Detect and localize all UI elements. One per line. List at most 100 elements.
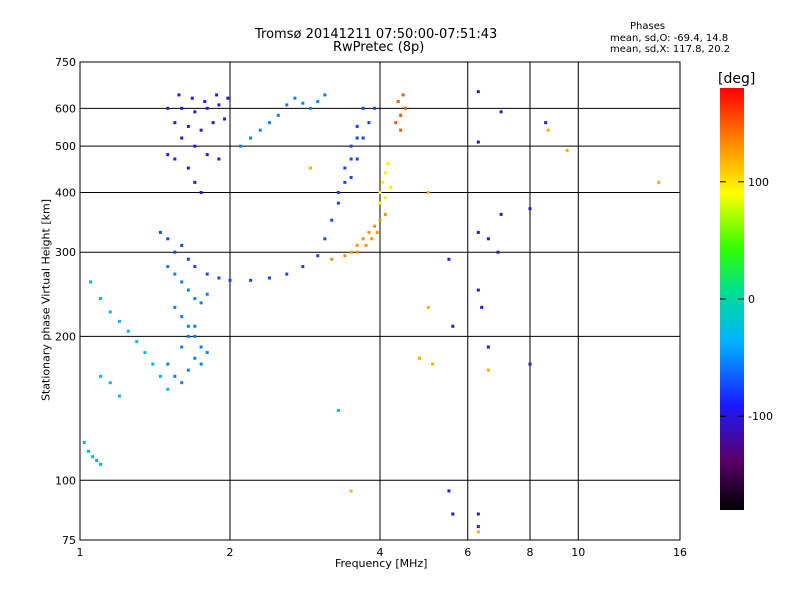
data-point — [89, 280, 93, 284]
data-point — [108, 310, 112, 314]
phases-x-stats: mean, sd,X: 117.8, 20.2 — [610, 44, 731, 55]
x-tick-label: 4 — [377, 546, 384, 559]
data-point — [486, 368, 490, 372]
data-point — [323, 237, 327, 241]
data-point — [403, 106, 407, 110]
data-point — [496, 250, 500, 254]
data-point — [301, 101, 305, 105]
data-point — [82, 440, 86, 444]
y-tick-label: 500 — [55, 140, 76, 153]
data-point — [399, 128, 403, 132]
data-point — [267, 276, 271, 280]
data-point — [361, 136, 365, 140]
data-point — [239, 144, 243, 148]
data-point — [99, 297, 103, 301]
data-point — [199, 190, 203, 194]
y-tick-labels: 75 100 200 300 400 500 600 750 — [55, 56, 76, 547]
data-point — [330, 257, 334, 261]
data-point — [180, 136, 184, 140]
data-point — [217, 157, 221, 161]
data-point — [426, 305, 430, 309]
data-point — [173, 374, 177, 378]
data-point — [373, 106, 377, 110]
data-point — [378, 190, 382, 194]
data-point — [166, 106, 170, 110]
data-point — [383, 196, 387, 200]
data-point — [186, 166, 190, 170]
data-point — [203, 100, 207, 104]
data-point — [301, 265, 305, 269]
data-point — [451, 324, 455, 328]
data-point — [349, 175, 353, 179]
data-point — [186, 288, 190, 292]
data-point — [193, 334, 197, 338]
y-tick-label: 200 — [55, 330, 76, 343]
data-point — [396, 100, 400, 104]
data-point — [249, 278, 253, 282]
data-point — [389, 185, 393, 189]
data-point — [205, 351, 209, 355]
data-point — [378, 218, 382, 222]
data-point — [431, 362, 435, 366]
data-point — [349, 489, 353, 493]
data-point — [499, 212, 503, 216]
data-point — [151, 362, 155, 366]
x-tick-label: 10 — [571, 546, 585, 559]
data-point — [426, 190, 430, 194]
data-point — [108, 381, 112, 385]
data-point — [190, 96, 194, 100]
x-axis-label: Frequency [MHz] — [335, 557, 428, 570]
phases-title: Phases — [630, 21, 666, 32]
x-tick-label: 16 — [673, 546, 687, 559]
data-point — [373, 224, 377, 228]
x-tick-label: 6 — [464, 546, 471, 559]
data-point — [343, 180, 347, 184]
data-point — [546, 128, 550, 132]
data-point — [186, 124, 190, 128]
data-point — [316, 100, 320, 104]
data-point — [166, 387, 170, 391]
data-point — [399, 113, 403, 117]
data-point — [180, 345, 184, 349]
data-point — [367, 230, 371, 234]
colorbar-tick-label: 100 — [748, 176, 769, 189]
data-point — [476, 288, 480, 292]
data-point — [486, 345, 490, 349]
data-point — [99, 462, 103, 466]
data-point — [383, 171, 387, 175]
data-point — [199, 301, 203, 305]
data-point — [95, 458, 99, 462]
colorbar-unit-label: [deg] — [718, 71, 756, 87]
chart-title-line1: Tromsø 20141211 07:50:00-07:51:43 — [255, 27, 498, 42]
data-point — [186, 334, 190, 338]
phases-o-stats: mean, sd,O: -69.4, 14.8 — [610, 33, 729, 44]
data-point — [91, 455, 95, 459]
data-point — [199, 128, 203, 132]
data-point — [361, 237, 365, 241]
data-point — [249, 136, 253, 140]
y-tick-label: 300 — [55, 246, 76, 259]
data-point — [186, 368, 190, 372]
data-point — [267, 121, 271, 125]
data-point — [528, 362, 532, 366]
data-point — [386, 161, 390, 165]
data-point — [308, 166, 312, 170]
data-point — [193, 356, 197, 360]
data-point — [349, 250, 353, 254]
data-point — [293, 96, 297, 100]
data-point — [417, 356, 421, 360]
data-point — [486, 237, 490, 241]
data-point — [173, 121, 177, 125]
data-point — [476, 525, 480, 529]
data-point — [193, 110, 197, 114]
x-tick-label: 8 — [527, 546, 534, 559]
data-point — [447, 489, 451, 493]
data-point — [308, 106, 312, 110]
data-point — [135, 340, 139, 344]
data-point — [199, 362, 203, 366]
data-point — [355, 250, 359, 254]
data-point — [336, 190, 340, 194]
data-point — [166, 237, 170, 241]
data-point — [476, 140, 480, 144]
